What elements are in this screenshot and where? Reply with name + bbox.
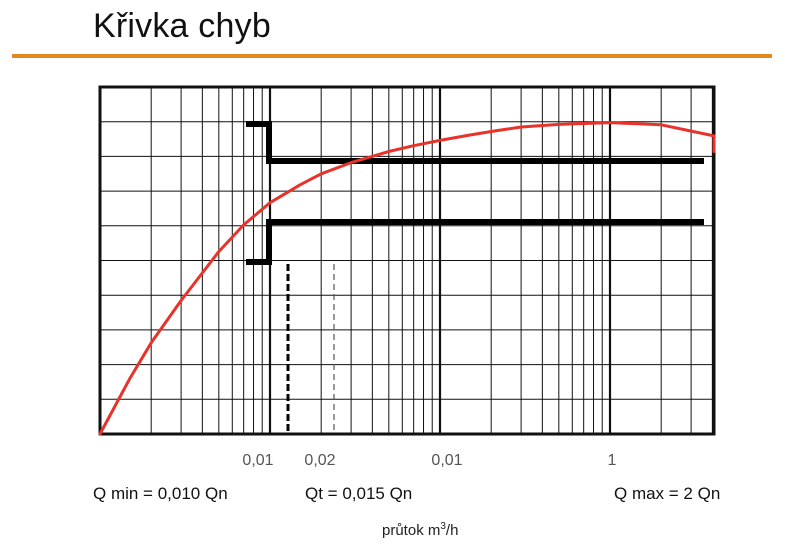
qt-annotation: Qt = 0,015 Qn <box>305 484 413 503</box>
error-curve <box>98 121 716 436</box>
x-axis-label: průtok m3/h <box>382 521 459 539</box>
x-tick-label: 0,01 <box>242 452 274 469</box>
chart-title: Křivka chyb <box>93 7 271 45</box>
error-limit-lines <box>246 121 704 265</box>
x-tick-label: 0,01 <box>431 452 463 469</box>
title-underline <box>12 54 772 58</box>
error-curve-line <box>98 121 716 436</box>
x-tick-label: 0,02 <box>304 452 336 469</box>
qmin-annotation: Q min = 0,010 Qn <box>93 484 228 503</box>
x-tick-label: 1 <box>607 452 617 469</box>
flow-markers <box>286 264 335 434</box>
grid <box>98 85 716 436</box>
upper-limit-line <box>246 121 704 164</box>
qmax-annotation: Q max = 2 Qn <box>614 484 721 503</box>
lower-limit-line <box>246 219 704 265</box>
